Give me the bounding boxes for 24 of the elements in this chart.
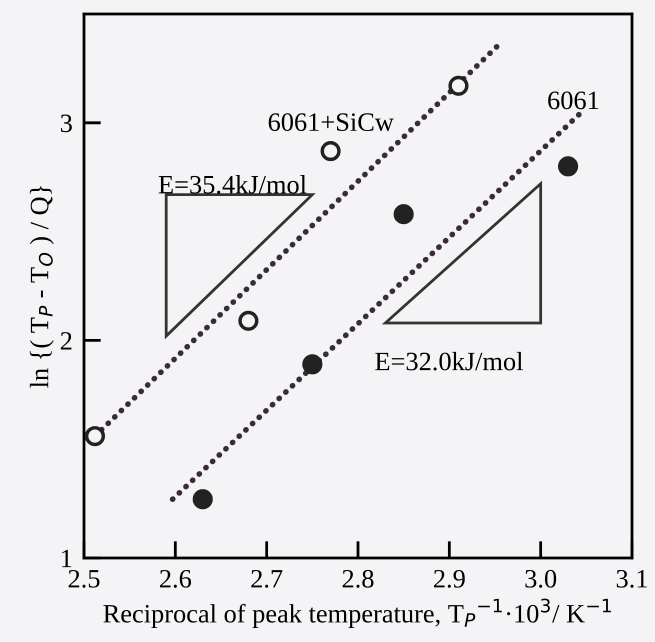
point	[84, 426, 106, 446]
y-tick-label: 3	[60, 114, 72, 132]
annotation: 6061+SiCw	[268, 113, 394, 132]
x-tick-label: 2.6	[160, 570, 192, 588]
x-tick-label: 2.9	[434, 570, 465, 588]
point	[394, 204, 414, 224]
x-tick-label: 2.8	[342, 570, 374, 588]
point	[302, 354, 322, 374]
point	[558, 156, 578, 176]
x-tick-label: 3.0	[525, 570, 556, 588]
x-tick-label: 3.1	[616, 570, 647, 588]
annotation: E=32.0kJ/mol	[375, 352, 523, 371]
annotation: 6061	[548, 91, 598, 110]
x-axis-title: Reciprocal of peak temperature, T$_{P}$$^{−1}$·10$^{3}$/ K$^{−1}$	[103, 598, 611, 628]
point	[238, 310, 258, 331]
y-axis-title: ln {( T$_{P}$ - T$_{O}$ ) / Q}	[30, 186, 54, 388]
x-tick-label: 2.7	[251, 570, 282, 588]
point	[448, 76, 469, 96]
y-tick-label: 1	[62, 550, 72, 568]
y-tick-label: 2	[60, 332, 72, 350]
point	[320, 141, 341, 162]
annotation: E=35.4kJ/mol	[158, 175, 306, 194]
x-tick-label: 2.5	[68, 570, 100, 588]
point	[192, 489, 213, 510]
